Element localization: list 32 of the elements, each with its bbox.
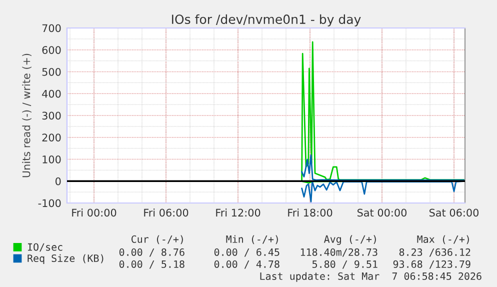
text: Last update: Sat Mar 7 06:58:45 2026 [260,272,482,282]
chart-title: IOs for /dev/nvme0n1 - by day [172,14,361,26]
text: 0.00 / 8.76 [119,248,184,257]
y-tick-label: 0 [56,177,61,186]
y-tick-label: 600 [42,46,61,54]
text: Max (-/+) [417,235,469,244]
legend-label: Req Size (KB) [28,254,104,264]
text: Min (-/+) [226,235,278,244]
text: 8.23 /636.12 [399,248,470,257]
text: 118.40m/28.73 [300,248,378,257]
x-tick-label: Sat 00:00 [357,208,407,217]
y-tick-label: 500 [42,68,61,76]
x-tick-label: Fri 00:00 [72,208,116,217]
y-tick-label: 400 [42,90,61,98]
y-axis-title: Units read (-) / write (+) [22,54,32,178]
text: 0.00 / 5.18 [119,260,184,269]
text: 0.00 / 4.78 [214,260,280,269]
text: 0.00 / 6.45 [214,248,280,257]
y-tick-label: -100 [38,199,61,208]
text: Cur (-/+) [131,235,183,244]
y-tick-label: 100 [42,155,61,164]
text: 93.68 /123.79 [393,260,470,269]
x-tick-label: Sat 06:00 [429,208,479,217]
legend-label: IO/sec [28,243,62,252]
x-tick-label: Fri 18:00 [288,208,332,217]
text: 5.80 / 9.51 [312,260,378,269]
y-tick-label: 300 [42,112,61,120]
y-tick-label: 200 [42,134,61,142]
x-tick-label: Fri 06:00 [144,208,188,217]
y-tick-label: 700 [42,24,61,32]
x-tick-label: Fri 12:00 [216,208,260,217]
text: Avg (-/+) [324,235,376,245]
